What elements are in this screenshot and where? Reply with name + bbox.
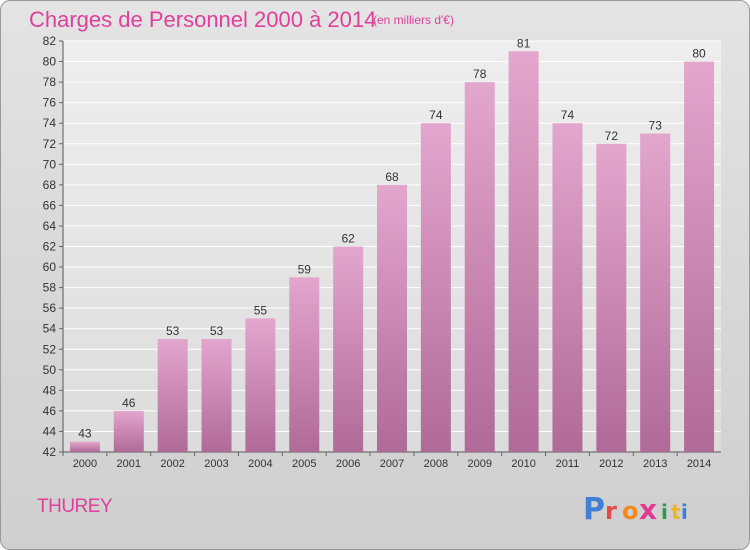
y-tick-label: 58: [43, 281, 57, 295]
bar-value-label: 46: [122, 396, 136, 410]
chart-title: Charges de Personnel 2000 à 2014: [29, 7, 377, 32]
bar-value-label: 68: [385, 170, 399, 184]
commune-name: THUREY: [37, 496, 113, 517]
bar-2002: [157, 338, 188, 452]
x-tick-label: 2000: [73, 458, 97, 470]
bar-value-label: 72: [605, 129, 619, 143]
y-tick-label: 70: [43, 157, 57, 171]
bar-2012: [596, 143, 627, 452]
bar-2003: [201, 338, 232, 452]
bar-2007: [377, 184, 407, 452]
y-tick-label: 48: [43, 383, 57, 397]
bar-value-label: 74: [429, 108, 443, 122]
bar-2014: [684, 61, 715, 453]
bar-2001: [113, 410, 144, 452]
logo-letter: o: [622, 497, 639, 525]
logo-letter: P: [583, 492, 605, 527]
y-tick-label: 50: [43, 363, 57, 377]
y-tick-label: 56: [43, 301, 57, 315]
y-tick-label: 46: [43, 404, 57, 418]
x-tick-label: 2004: [248, 458, 272, 470]
x-tick-label: 2011: [556, 458, 580, 470]
bar-value-label: 78: [473, 67, 487, 81]
y-tick-label: 68: [43, 178, 57, 192]
x-tick-label: 2006: [336, 458, 360, 470]
bar-2008: [420, 123, 451, 452]
x-tick-label: 2010: [511, 458, 535, 470]
x-tick-label: 2002: [160, 458, 184, 470]
bar-value-label: 53: [210, 324, 224, 338]
y-tick-label: 78: [43, 75, 57, 89]
logo-letter: i: [681, 500, 688, 524]
bar-2009: [464, 82, 495, 452]
logo-letter: i: [661, 500, 668, 524]
x-tick-label: 2014: [687, 458, 711, 470]
x-tick-label: 2008: [424, 458, 448, 470]
bar-value-label: 53: [166, 324, 180, 338]
x-tick-label: 2001: [117, 458, 141, 470]
bar-value-label: 59: [298, 262, 312, 276]
y-tick-label: 54: [43, 322, 57, 336]
bar-2000: [69, 441, 100, 452]
chart-subtitle: (en milliers d'€): [373, 13, 454, 27]
bar-2013: [640, 133, 671, 452]
bar-value-label: 80: [692, 47, 706, 61]
bar-2006: [333, 246, 364, 452]
y-tick-label: 52: [43, 342, 57, 356]
bar-value-label: 73: [649, 118, 663, 132]
y-tick-label: 72: [43, 137, 57, 151]
y-tick-label: 44: [43, 424, 57, 438]
y-tick-label: 74: [43, 116, 57, 130]
x-tick-label: 2013: [643, 458, 667, 470]
y-tick-label: 62: [43, 240, 57, 254]
y-tick-label: 60: [43, 260, 57, 274]
bar-2005: [289, 277, 320, 452]
bar-value-label: 55: [254, 303, 268, 317]
y-tick-label: 76: [43, 96, 57, 110]
y-tick-label: 64: [43, 219, 57, 233]
y-tick-label: 82: [43, 34, 57, 48]
y-tick-label: 80: [43, 55, 57, 69]
x-tick-label: 2009: [467, 458, 491, 470]
bar-2011: [552, 123, 583, 452]
y-tick-label: 42: [43, 445, 57, 459]
x-tick-label: 2005: [292, 458, 316, 470]
logo-letter: x: [639, 493, 657, 526]
bar-2010: [508, 51, 539, 453]
x-tick-label: 2003: [204, 458, 228, 470]
bar-2004: [245, 318, 276, 452]
bar-value-label: 81: [517, 36, 531, 50]
y-tick-label: 66: [43, 198, 57, 212]
bar-value-label: 62: [341, 232, 355, 246]
bar-value-label: 74: [561, 108, 575, 122]
logo-letter: t: [671, 500, 681, 524]
x-tick-label: 2012: [599, 458, 623, 470]
logo-letter: r: [605, 497, 617, 525]
x-tick-label: 2007: [380, 458, 404, 470]
bar-value-label: 43: [78, 427, 92, 441]
